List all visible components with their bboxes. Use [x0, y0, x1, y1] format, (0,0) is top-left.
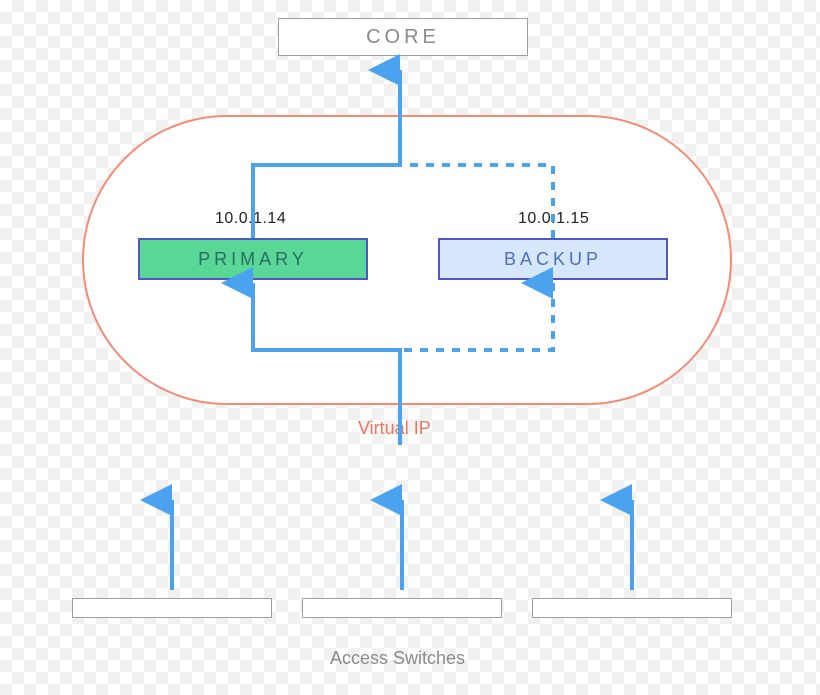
backup-node-label: BACKUP: [504, 249, 602, 270]
access-switches-label: Access Switches: [330, 648, 465, 669]
backup-node: BACKUP: [438, 238, 668, 280]
backup-ip-label: 10.0.1.15: [518, 210, 589, 228]
access-switch-1: [72, 598, 272, 618]
access-switch-2: [302, 598, 502, 618]
core-label: CORE: [366, 26, 440, 49]
access-switch-3: [532, 598, 732, 618]
primary-node: PRIMARY: [138, 238, 368, 280]
virtual-ip-label: Virtual IP: [358, 418, 431, 439]
primary-node-label: PRIMARY: [198, 249, 308, 270]
core-box: CORE: [278, 18, 528, 56]
primary-ip-label: 10.0.1.14: [215, 210, 286, 228]
